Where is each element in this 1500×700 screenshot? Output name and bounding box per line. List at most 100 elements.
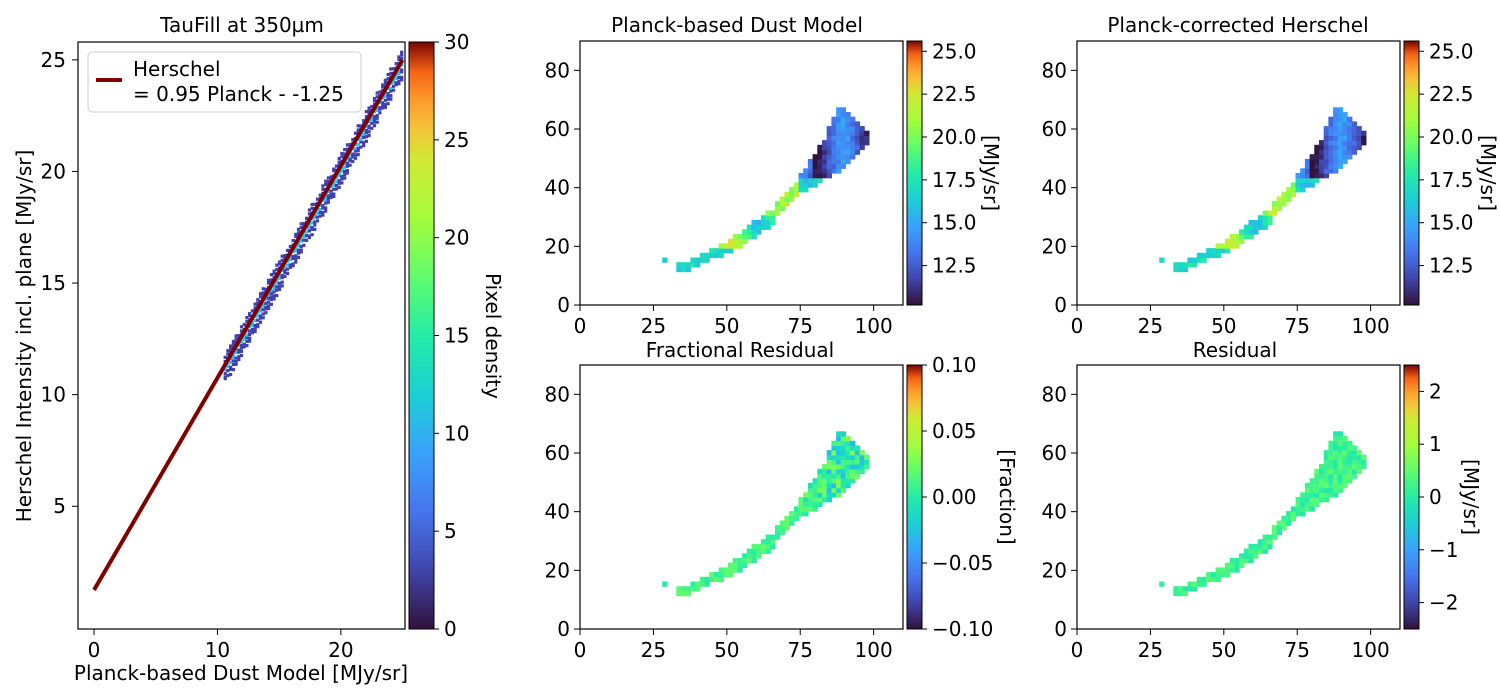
- fracres-pixel: [854, 464, 861, 470]
- density-pixel: [383, 98, 387, 102]
- density-pixel: [315, 211, 320, 215]
- corrected-pixel: [1351, 144, 1358, 151]
- density-pixel: [386, 94, 390, 98]
- model-pixel: [836, 163, 842, 169]
- density-pixel: [332, 167, 336, 171]
- density-pixel: [324, 179, 328, 183]
- fracres-pixel: [812, 482, 818, 489]
- density-pixel: [400, 53, 404, 57]
- model-pixel: [854, 149, 861, 155]
- model-pixel: [826, 168, 832, 174]
- model-pixel: [742, 234, 748, 240]
- res-pixel: [1248, 558, 1254, 564]
- corrected-pixel: [1257, 219, 1264, 226]
- fracres-pixel: [793, 515, 800, 522]
- density-pixel: [237, 343, 241, 348]
- corrected-pixel: [1225, 243, 1231, 249]
- corrected-pixel: [1267, 215, 1273, 221]
- density-pixel: [264, 305, 268, 309]
- fracres-pixel: [822, 478, 828, 484]
- density-pixel: [353, 131, 358, 135]
- density-pixel: [283, 268, 287, 273]
- density-pixel: [367, 106, 371, 110]
- density-pixel: [340, 174, 344, 178]
- x-tick-label: 10: [205, 638, 230, 662]
- density-pixel: [305, 230, 309, 234]
- density-pixel: [345, 164, 349, 168]
- res-pixel: [1351, 464, 1358, 470]
- fracres-pixel: [859, 468, 865, 475]
- model-pixel: [812, 182, 818, 188]
- corrected-pixel: [1290, 182, 1297, 188]
- model-pixel: [784, 196, 790, 202]
- fracres-pixel: [836, 459, 842, 465]
- fracres-pixel: [840, 464, 846, 470]
- density-pixel: [302, 235, 306, 239]
- model-pixel: [854, 121, 861, 127]
- density-pixel: [248, 336, 252, 340]
- corrected-pixel: [1347, 135, 1353, 141]
- corrected-pixel: [1253, 229, 1259, 235]
- corrected-pixel: [1328, 163, 1334, 169]
- model-map-area: 0 25 50 75 100 0 20 40 60 80 25.0 22.5 20.0 17.5 15.0 1…: [545, 39, 977, 338]
- corrected-colorbar-label: [MJy/sr]: [1476, 135, 1500, 211]
- res-pixel: [1314, 482, 1320, 489]
- density-pixel: [269, 288, 273, 293]
- density-pixel: [381, 85, 385, 89]
- density-pixel: [239, 329, 244, 333]
- density-pixel: [343, 148, 347, 152]
- density-pixel: [275, 285, 279, 289]
- fracres-y-tick-label: 60: [545, 441, 570, 465]
- corrected-pixel: [1272, 205, 1278, 212]
- res-pixel: [1314, 501, 1320, 507]
- res-pixel: [1347, 464, 1353, 470]
- density-pixel: [302, 243, 306, 247]
- fracres-pixel: [793, 511, 800, 517]
- density-pixel: [340, 181, 344, 185]
- corrected-pixel: [1201, 252, 1207, 259]
- fracres-pixel: [685, 586, 691, 592]
- res-pixel: [1337, 464, 1343, 470]
- fracres-pixel: [840, 478, 846, 484]
- density-pixel: [326, 176, 330, 180]
- res-pixel: [1333, 454, 1339, 460]
- corrected-pixel: [1328, 158, 1334, 165]
- density-pixel: [264, 307, 268, 311]
- fracres-pixel: [826, 497, 832, 503]
- density-pixel: [229, 360, 233, 364]
- fracres-pixel: [765, 543, 771, 550]
- model-pixel: [793, 187, 800, 193]
- density-pixel: [383, 78, 387, 82]
- density-pixel: [256, 301, 260, 305]
- density-pixel: [275, 281, 279, 285]
- density-pixel: [231, 368, 235, 372]
- corrected-pixel: [1314, 173, 1320, 179]
- corrected-pixel: [1314, 149, 1320, 155]
- density-pixel: [400, 78, 404, 82]
- fracres-pixel: [699, 576, 706, 583]
- corrected-pixel: [1173, 266, 1179, 273]
- density-pixel: [231, 339, 235, 344]
- corrected-pixel: [1314, 177, 1320, 183]
- density-pixel: [348, 143, 352, 147]
- fracres-pixel: [840, 445, 846, 451]
- density-pixel: [307, 208, 311, 212]
- res-pixel: [1262, 543, 1268, 550]
- fracres-pixel: [836, 450, 842, 456]
- fracres-pixel: [718, 572, 724, 578]
- density-pixel: [275, 278, 279, 283]
- res-pixel: [1304, 492, 1311, 498]
- density-pixel: [375, 116, 379, 120]
- res-pixel: [1351, 450, 1358, 456]
- res-pixel: [1342, 478, 1348, 484]
- fracres-pixel: [812, 506, 818, 512]
- density-pixel: [334, 176, 339, 180]
- density-pixel: [305, 234, 309, 238]
- corrected-pixel: [1295, 187, 1301, 193]
- fracres-pixel: [756, 548, 762, 554]
- fracres-pixel: [854, 454, 861, 460]
- density-pixel: [267, 306, 271, 310]
- model-pixel: [836, 130, 842, 136]
- density-pixel: [313, 220, 317, 224]
- model-pixel: [826, 163, 832, 169]
